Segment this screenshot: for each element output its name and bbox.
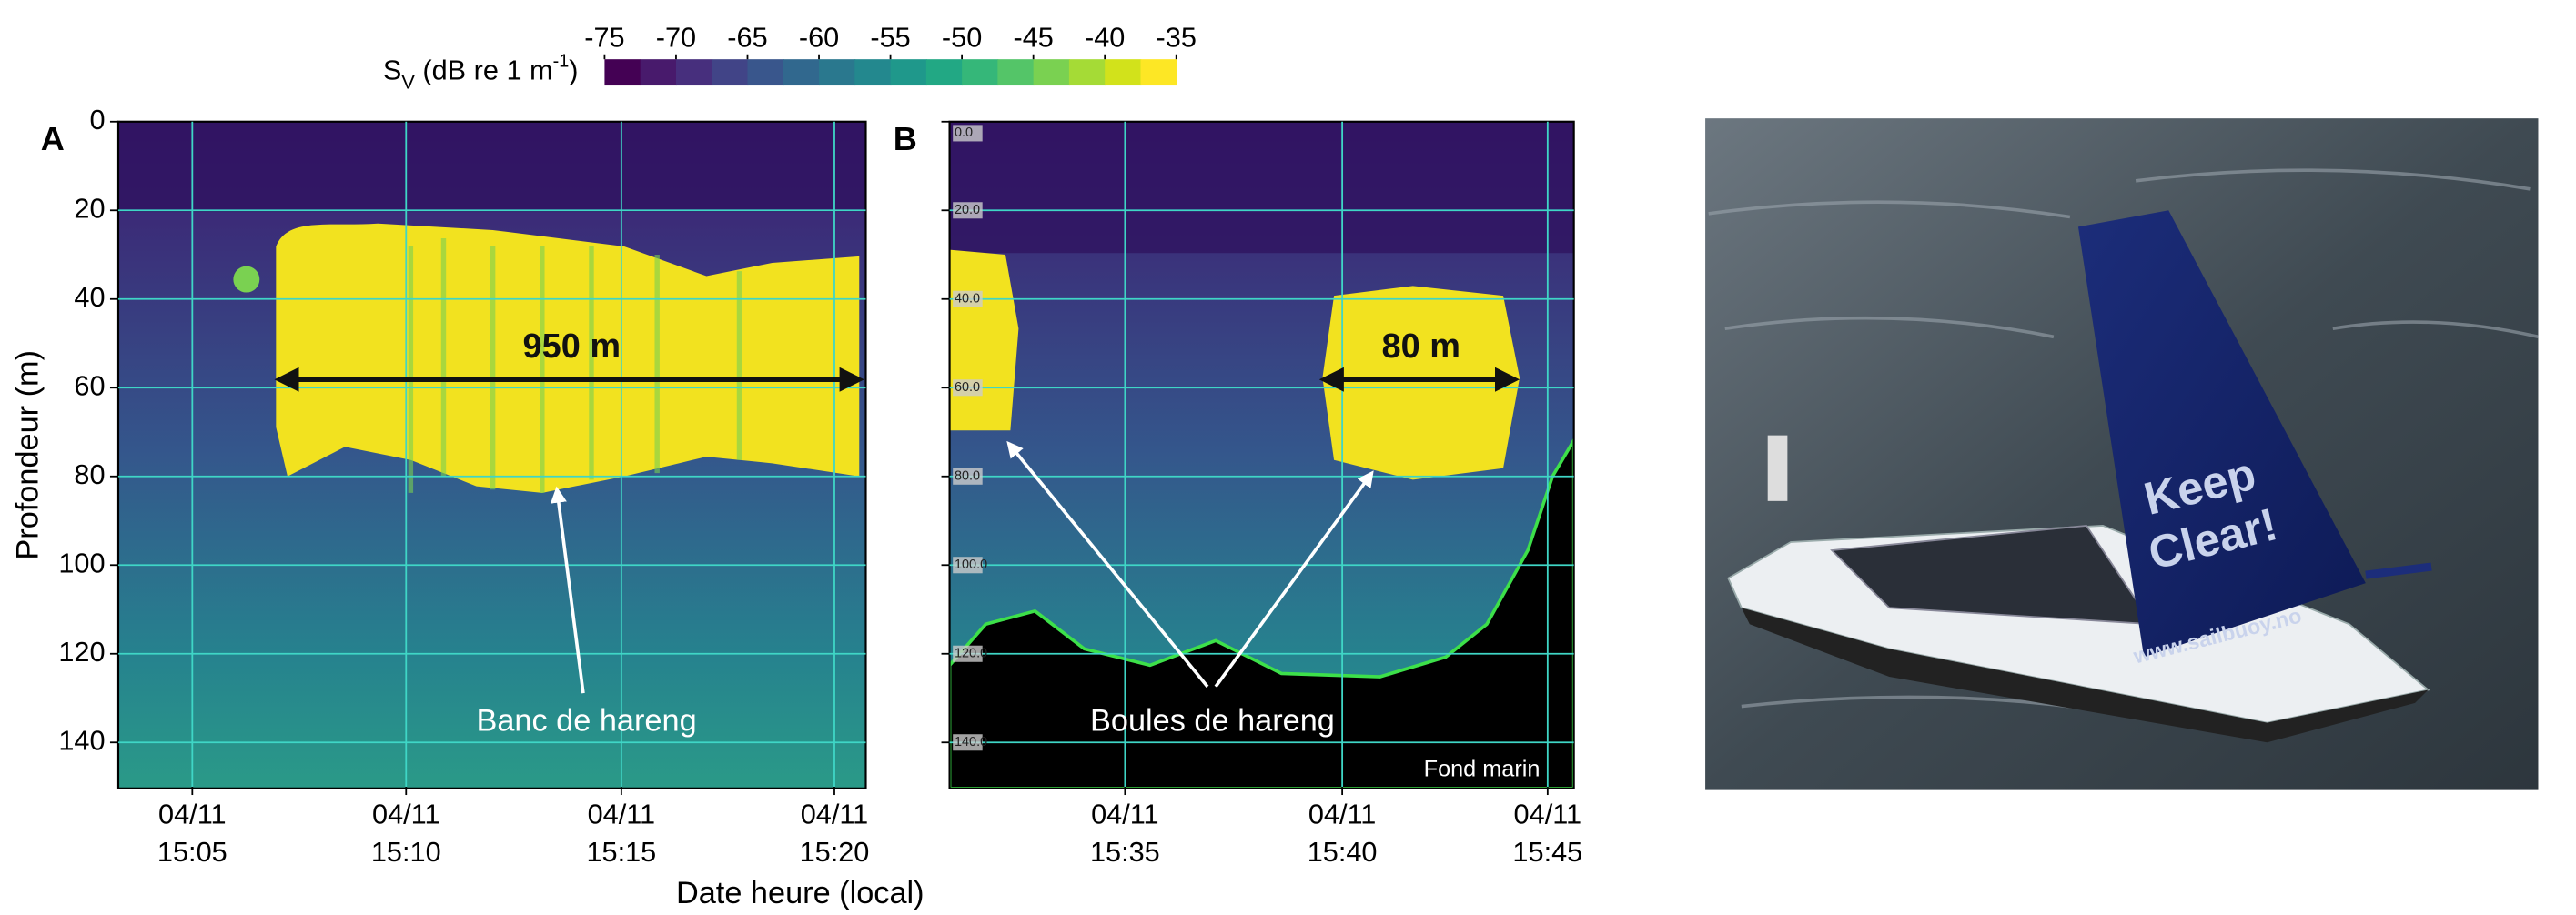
figure: -75 -70 -65 -60 -55 -50 -45 -40 -35 SV (dB re 1 m… (0, 0, 2576, 915)
x-tick-label: 04/11 15:45 (1512, 799, 1582, 869)
colorbar-cell (819, 59, 855, 85)
x-tick-label-line: 15:20 (800, 836, 870, 868)
colorbar-label: SV (dB re 1 m-1) (383, 52, 579, 94)
colorbar-cell (604, 59, 641, 85)
x-tick-label-line: 15:40 (1308, 836, 1378, 868)
annotation: 950 m (523, 327, 621, 366)
colorbar-cell (712, 59, 748, 85)
x-tick-label-line: 04/11 (801, 799, 869, 830)
y-tick-label: 100.0 (955, 558, 987, 572)
colorbar-tick-label: -50 (942, 22, 982, 54)
photo (1705, 118, 2538, 789)
x-tick-label-line: 15:15 (586, 836, 656, 868)
colorbar-label-part: ) (569, 55, 578, 86)
colorbar-tick-label: -60 (799, 22, 839, 54)
colorbar-cell (1105, 59, 1141, 85)
y-tick-label: 80 (74, 458, 105, 490)
x-tick-label-line: 04/11 (1308, 799, 1377, 830)
x-tick-label-line: 15:10 (371, 836, 441, 868)
colorbar-cell (854, 59, 891, 85)
x-tick-label: 04/11 15:35 (1090, 799, 1160, 869)
colorbar-cell (783, 59, 820, 85)
y-tick-label: 40.0 (955, 292, 980, 307)
x-tick-label: 04/11 15:10 (371, 799, 441, 869)
colorbar-cell (962, 59, 998, 85)
x-tick-label-line: 04/11 (1514, 799, 1582, 830)
colorbar-cell (926, 59, 963, 85)
colorbar-cell (997, 59, 1034, 85)
x-tick-label-line: 15:05 (157, 836, 227, 868)
x-tick-label-line: 15:35 (1090, 836, 1160, 868)
colorbar-cell (1034, 59, 1070, 85)
colorbar-label-part: V (401, 71, 415, 94)
y-tick-label: 0 (89, 104, 105, 136)
y-tick-label: 60 (74, 369, 105, 401)
y-tick-label: 80.0 (955, 469, 980, 484)
x-tick-label-line: 04/11 (1091, 799, 1159, 830)
panel-label: A (41, 120, 65, 157)
colorbar-tick-label: -75 (584, 22, 624, 54)
panel-label: B (894, 120, 917, 157)
x-tick-label: 04/11 15:40 (1308, 799, 1378, 869)
colorbar-label-part: (dB re 1 m (415, 55, 553, 86)
y-tick-label: 140.0 (955, 735, 987, 749)
colorbar-tick-label: -70 (656, 22, 696, 54)
colorbar-cell (641, 59, 677, 85)
colorbar-cell (747, 59, 783, 85)
colorbar-label-part: S (383, 55, 401, 86)
y-tick-label: 20 (74, 192, 105, 224)
echogram-b (950, 122, 1574, 789)
colorbar-tick-label: -40 (1085, 22, 1125, 54)
annotation: Banc de hareng (476, 704, 696, 739)
colorbar-tick-label: -55 (870, 22, 910, 54)
y-tick-label: 0.0 (955, 126, 973, 140)
echogram-a (118, 122, 865, 789)
annotation: 80 m (1382, 327, 1460, 366)
x-tick-label-line: 04/11 (588, 799, 656, 830)
colorbar-cell (891, 59, 927, 85)
colorbar-label-part: -1 (553, 52, 570, 72)
y-tick-label: 40 (74, 281, 105, 313)
x-axis-label: Date heure (local) (676, 876, 924, 910)
y-axis-label: Profondeur (m) (11, 350, 45, 560)
x-tick-label-line: 04/11 (372, 799, 440, 830)
x-tick-label-line: 15:45 (1512, 836, 1582, 868)
x-tick-label: 04/11 15:15 (586, 799, 656, 869)
colorbar-tick-label: -35 (1157, 22, 1197, 54)
y-tick-label: 20.0 (955, 203, 980, 217)
colorbar-cell (1140, 59, 1177, 85)
y-tick-label: 120.0 (955, 647, 987, 661)
x-tick-label-line: 04/11 (158, 799, 227, 830)
y-tick-label: 120 (58, 636, 105, 668)
y-tick-label: 60.0 (955, 380, 980, 395)
annotation: Fond marin (1424, 757, 1541, 782)
colorbar-cell (1069, 59, 1106, 85)
y-tick-label: 140 (58, 724, 105, 756)
x-tick-label: 04/11 15:05 (157, 799, 227, 869)
colorbar-cell (676, 59, 712, 85)
y-tick-label: 100 (58, 547, 105, 578)
annotation: Boules de hareng (1090, 704, 1335, 739)
colorbar-tick-label: -65 (727, 22, 767, 54)
x-tick-label: 04/11 15:20 (800, 799, 870, 869)
colorbar-tick-label: -45 (1013, 22, 1053, 54)
